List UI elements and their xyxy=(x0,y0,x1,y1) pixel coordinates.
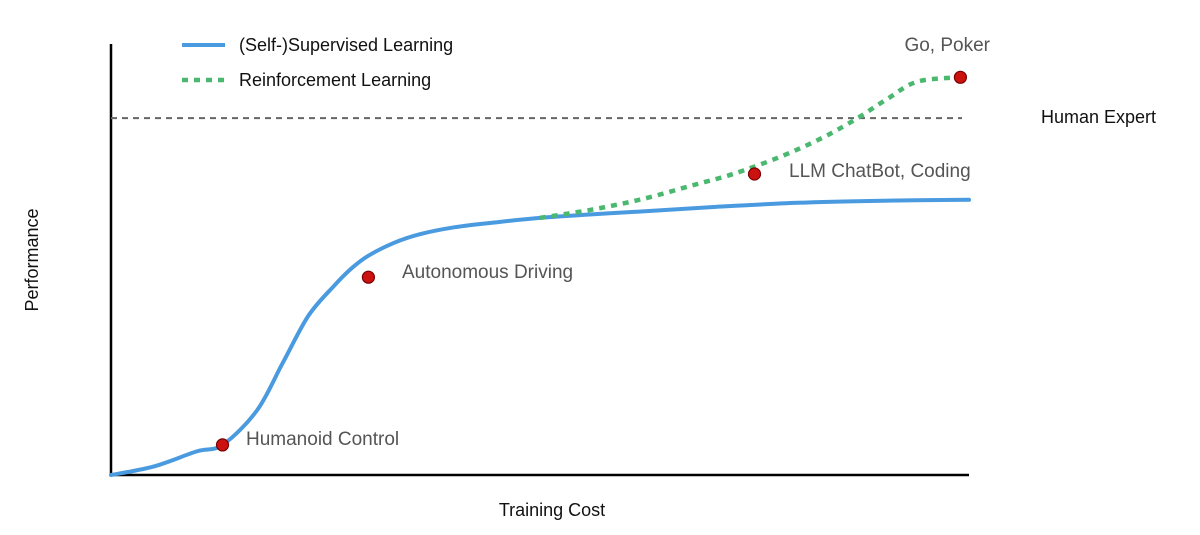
legend: (Self-)Supervised Learning Reinforcement… xyxy=(182,35,453,90)
label-llm-chatbot-coding: LLM ChatBot, Coding xyxy=(789,161,971,182)
point-humanoid-control xyxy=(215,438,230,452)
legend-label-reinforcement: Reinforcement Learning xyxy=(239,70,431,90)
point-llm-chatbot-coding xyxy=(747,167,762,181)
label-humanoid-control: Humanoid Control xyxy=(246,429,399,450)
point-autonomous-driving xyxy=(361,270,375,284)
supervised-learning-line xyxy=(109,197,971,477)
label-autonomous-driving: Autonomous Driving xyxy=(402,262,573,283)
point-go-poker xyxy=(953,70,968,84)
y-axis-title: Performance xyxy=(22,208,42,311)
x-axis-title: Training Cost xyxy=(499,500,605,520)
human-expert-label: Human Expert xyxy=(1041,107,1156,127)
reinforcement-learning-line xyxy=(539,75,961,221)
legend-label-supervised: (Self-)Supervised Learning xyxy=(239,35,453,55)
label-go-poker: Go, Poker xyxy=(904,35,990,56)
